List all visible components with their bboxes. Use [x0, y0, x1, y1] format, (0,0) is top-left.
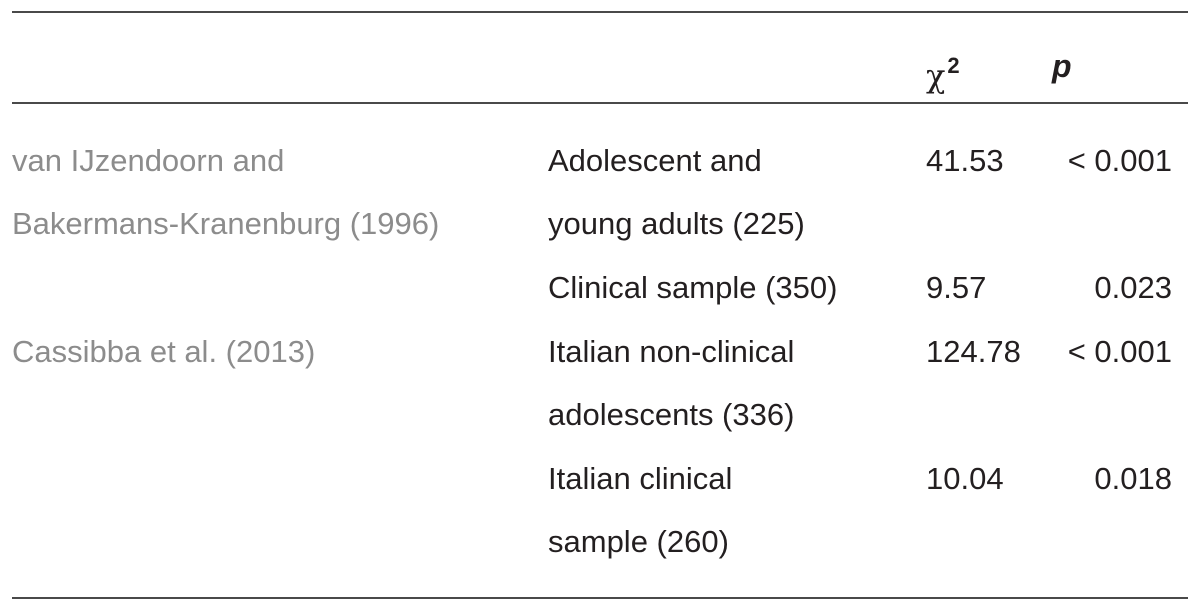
bottom-rule: [12, 597, 1188, 599]
top-rule: [12, 11, 1188, 13]
study-cell: van IJzendoorn and: [12, 143, 285, 178]
p-value: < 0.001: [1067, 334, 1172, 369]
chi-symbol: χ: [926, 57, 946, 95]
sample-cell: Adolescent and: [548, 143, 762, 178]
p-value: < 0.001: [1067, 143, 1172, 178]
chi-square-value: 10.04: [926, 461, 1004, 496]
chi-square-header: χ2: [926, 36, 960, 106]
study-cell: Bakermans-Kranenburg (1996): [12, 206, 440, 241]
sample-cell: Clinical sample (350): [548, 270, 838, 305]
p-value-header: p: [1052, 48, 1072, 84]
sample-cell: Italian non-clinical: [548, 334, 795, 369]
chi-square-value: 124.78: [926, 334, 1021, 369]
chi-square-value: 41.53: [926, 143, 1004, 178]
sample-cell: Italian clinical: [548, 461, 733, 496]
header-rule: [12, 102, 1188, 104]
chi-superscript: 2: [947, 53, 960, 78]
study-cell: Cassibba et al. (2013): [12, 334, 316, 369]
p-value: 0.023: [1094, 270, 1172, 305]
p-value: 0.018: [1094, 461, 1172, 496]
chi-square-value: 9.57: [926, 270, 987, 305]
sample-cell: adolescents (336): [548, 397, 795, 432]
sample-cell: young adults (225): [548, 206, 805, 241]
sample-cell: sample (260): [548, 524, 729, 559]
